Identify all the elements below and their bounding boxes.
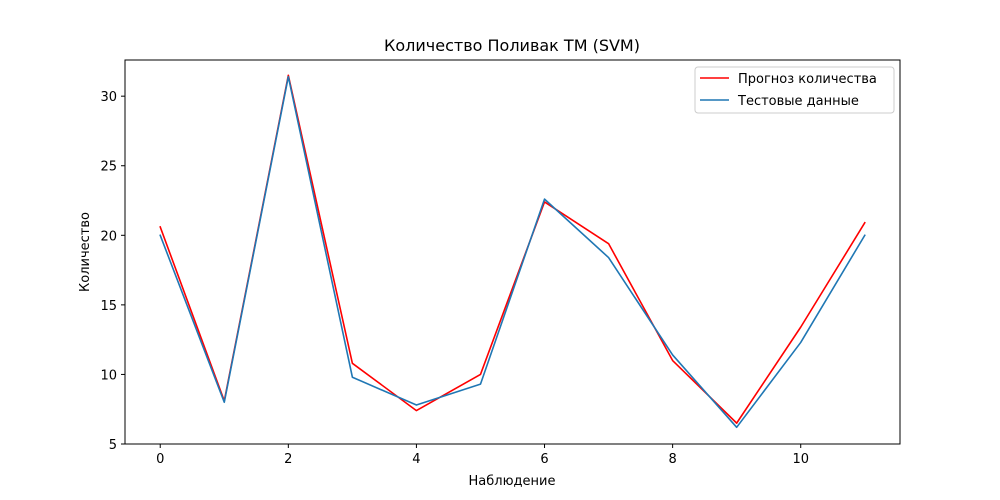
series-line-2 <box>159 75 866 429</box>
x-tick-label: 2 <box>284 452 292 467</box>
y-tick-label: 15 <box>100 299 117 314</box>
plot-frame <box>124 59 901 445</box>
legend-label-1: Прогноз количества <box>738 72 877 87</box>
x-axis-label: Наблюдение <box>469 474 556 489</box>
chart-title: Количество Поливак ТМ (SVM) <box>384 36 640 55</box>
x-tick-label: 6 <box>540 452 548 467</box>
x-tick-label: 10 <box>792 452 809 467</box>
y-tick-label: 10 <box>100 368 117 383</box>
y-axis-label: Количество <box>78 212 93 292</box>
legend-box <box>694 66 895 114</box>
x-tick-label: 8 <box>668 452 676 467</box>
x-tick-label: 0 <box>156 452 164 467</box>
series-line-1 <box>159 74 866 424</box>
y-tick-label: 5 <box>109 438 117 453</box>
x-tick-label: 4 <box>412 452 420 467</box>
y-tick-label: 25 <box>100 160 117 175</box>
legend: Прогноз количества Тестовые данные <box>694 66 895 114</box>
y-axis: 5 10 15 20 25 30 <box>100 90 125 453</box>
y-tick-label: 20 <box>100 229 117 244</box>
plot-area <box>159 74 866 429</box>
y-tick-label: 30 <box>100 90 117 105</box>
x-axis: 0 2 4 6 8 10 <box>156 444 809 467</box>
legend-label-2: Тестовые данные <box>737 94 859 109</box>
